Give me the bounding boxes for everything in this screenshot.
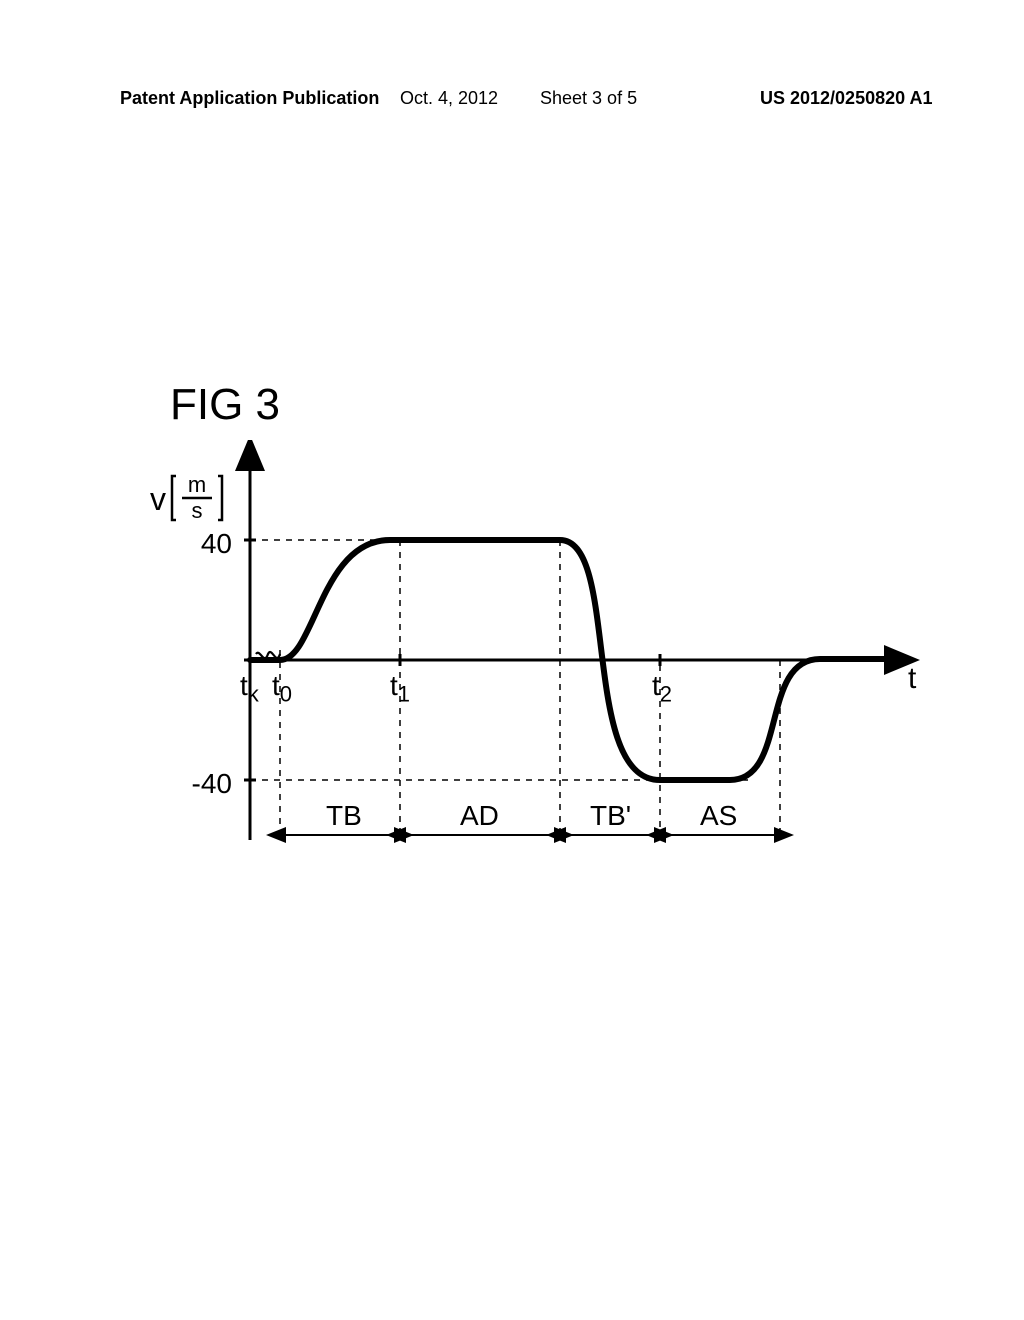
y-tick-neg40: -40 (178, 768, 232, 800)
y-unit-num: m (188, 472, 206, 497)
y-unit-den: s (192, 498, 203, 523)
y-axis-label: v m s (150, 472, 224, 532)
t-label-t0-sub: 0 (280, 682, 292, 707)
header-publication: Patent Application Publication (120, 88, 379, 109)
segment-label-TB: TB (326, 800, 362, 832)
header-sheet: Sheet 3 of 5 (540, 88, 637, 109)
segment-label-TBp: TB' (590, 800, 631, 832)
t-label-t0-main: t (272, 670, 280, 701)
t-label-t0: t0 (272, 670, 292, 708)
segment-label-AD: AD (460, 800, 499, 832)
t-label-tk-sub: k (248, 682, 259, 707)
t-label-t2-sub: 2 (660, 682, 672, 707)
x-axis-label: t (908, 662, 916, 696)
t-label-t1-main: t (390, 670, 398, 701)
y-tick-40: 40 (192, 528, 232, 560)
t-label-tk: tk (240, 670, 259, 708)
figure-label: FIG 3 (170, 380, 280, 430)
y-axis-symbol: v (150, 481, 166, 517)
t-label-t2-main: t (652, 670, 660, 701)
t-label-t1-sub: 1 (398, 682, 410, 707)
t-label-tk-main: t (240, 670, 248, 701)
t-label-t2: t2 (652, 670, 672, 708)
header-docnum: US 2012/0250820 A1 (760, 88, 932, 109)
t-label-t1: t1 (390, 670, 410, 708)
chart-svg (160, 440, 940, 860)
header-date: Oct. 4, 2012 (400, 88, 498, 109)
y-axis-unit-bracket: m s (170, 472, 224, 524)
segment-label-AS: AS (700, 800, 737, 832)
velocity-time-chart: v m s 40 -40 t tk t0 t1 t2 TB AD TB' AS (160, 440, 940, 865)
